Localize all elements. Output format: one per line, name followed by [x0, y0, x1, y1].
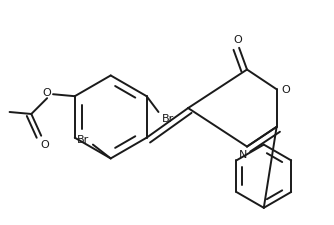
Text: O: O: [43, 88, 51, 98]
Text: O: O: [281, 85, 290, 95]
Text: O: O: [234, 35, 242, 45]
Text: N: N: [239, 150, 247, 160]
Text: Br: Br: [77, 134, 89, 144]
Text: Br: Br: [162, 113, 174, 123]
Text: O: O: [41, 139, 49, 149]
